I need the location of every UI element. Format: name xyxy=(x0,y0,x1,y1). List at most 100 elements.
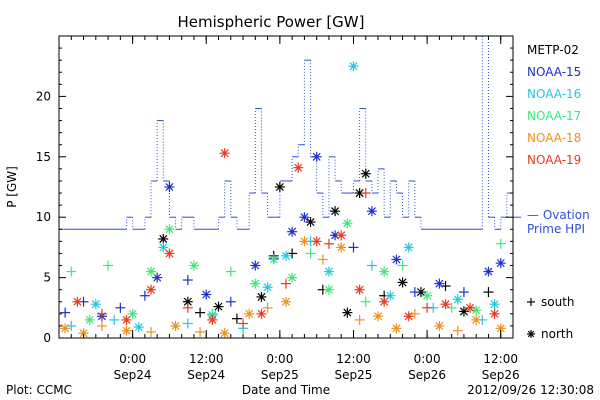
marker-legend-symbol xyxy=(527,298,535,306)
data-point-noaa-15 xyxy=(483,266,494,277)
marker-stroke xyxy=(122,326,131,335)
marker-stroke xyxy=(337,231,346,240)
ovation-legend-line1: — Ovation xyxy=(527,208,590,222)
marker-stroke xyxy=(423,291,432,300)
marker-stroke xyxy=(288,227,297,236)
data-point-metp-02 xyxy=(483,287,494,298)
data-point-noaa-19 xyxy=(403,311,414,322)
chart-title: Hemispheric Power [GW] xyxy=(178,13,365,31)
data-point-noaa-19 xyxy=(207,314,218,325)
marker-stroke xyxy=(73,297,82,306)
data-points-layer xyxy=(60,61,506,339)
marker-stroke xyxy=(490,300,499,309)
data-point-noaa-15 xyxy=(311,151,322,162)
data-point-noaa-19 xyxy=(336,230,347,241)
marker-stroke xyxy=(355,285,364,294)
marker-stroke xyxy=(361,169,370,178)
marker-stroke xyxy=(367,207,376,216)
marker-stroke xyxy=(404,243,413,252)
marker-stroke xyxy=(220,149,229,158)
marker-stroke xyxy=(91,300,100,309)
marker-stroke xyxy=(472,315,481,324)
data-point-noaa-19 xyxy=(164,248,175,259)
x-tick-label: 12:00 xyxy=(483,352,518,366)
data-point-metp-02 xyxy=(256,291,267,302)
marker-stroke xyxy=(324,267,333,276)
marker-stroke xyxy=(386,291,395,300)
marker-stroke xyxy=(398,278,407,287)
data-point-noaa-17 xyxy=(225,266,236,277)
data-point-noaa-18 xyxy=(219,328,230,339)
data-point-noaa-16 xyxy=(109,314,120,325)
marker-stroke xyxy=(472,306,481,315)
x-tick-date-label: Sep24 xyxy=(114,368,152,382)
y-axis-label: P [GW] xyxy=(5,166,19,208)
data-point-noaa-16 xyxy=(385,290,396,301)
marker-stroke xyxy=(171,321,180,330)
data-point-noaa-15 xyxy=(225,296,236,307)
data-point-noaa-16 xyxy=(366,260,377,271)
data-point-noaa-18 xyxy=(281,296,291,307)
x-tick-label: 0:00 xyxy=(414,352,441,366)
data-point-noaa-17 xyxy=(268,254,279,265)
data-point-noaa-18 xyxy=(170,320,181,331)
marker-stroke xyxy=(337,243,346,252)
marker-stroke xyxy=(294,163,303,172)
legend-item-noaa-15: NOAA-15 xyxy=(527,65,581,79)
marker-stroke xyxy=(435,321,444,330)
data-point-noaa-17 xyxy=(342,218,353,229)
data-point-metp-02 xyxy=(231,313,242,324)
marker-stroke xyxy=(324,285,333,294)
data-point-noaa-19 xyxy=(146,284,157,295)
marker-stroke xyxy=(281,251,291,260)
data-point-noaa-17 xyxy=(188,260,199,271)
data-point-noaa-19 xyxy=(96,308,107,319)
marker-stroke xyxy=(159,243,168,252)
marker-stroke xyxy=(208,315,217,324)
x-tick-label: 12:00 xyxy=(189,352,224,366)
data-point-noaa-15 xyxy=(182,275,193,286)
marker-stroke xyxy=(281,297,291,306)
marker-stroke xyxy=(343,308,352,317)
data-point-noaa-17 xyxy=(287,272,298,283)
data-point-noaa-16 xyxy=(489,299,500,310)
marker-legend-label: south xyxy=(541,295,575,309)
data-point-noaa-17 xyxy=(103,260,114,271)
data-point-noaa-18 xyxy=(96,320,107,331)
marker-stroke xyxy=(527,330,535,338)
marker-stroke xyxy=(165,249,174,258)
marker-stroke xyxy=(416,288,425,297)
data-point-metp-02 xyxy=(213,301,224,312)
data-point-noaa-19 xyxy=(311,236,322,247)
y-tick-label: 0 xyxy=(43,331,51,345)
ovation-line-layer xyxy=(59,35,521,230)
legend-item-noaa-17: NOAA-17 xyxy=(527,109,581,123)
data-point-noaa-18 xyxy=(354,314,365,325)
data-point-metp-02 xyxy=(274,182,285,192)
marker-stroke xyxy=(349,62,358,71)
data-point-noaa-15 xyxy=(115,302,126,313)
marker-stroke xyxy=(300,237,309,246)
data-point-noaa-15 xyxy=(164,182,175,192)
marker-stroke xyxy=(374,312,383,321)
x-tick-date-label: Sep24 xyxy=(187,368,225,382)
marker-stroke xyxy=(122,315,131,324)
data-point-noaa-16 xyxy=(403,242,414,253)
data-point-metp-02 xyxy=(158,233,169,244)
data-point-noaa-19 xyxy=(465,302,476,313)
marker-stroke xyxy=(288,273,297,282)
x-tick-date-label: Sep25 xyxy=(335,368,373,382)
marker-stroke xyxy=(343,219,352,228)
data-point-noaa-17 xyxy=(495,238,506,249)
data-point-noaa-19 xyxy=(379,296,390,307)
data-point-noaa-16 xyxy=(262,282,273,293)
plot-credit: Plot: CCMC xyxy=(6,383,72,397)
x-tick-label: 0:00 xyxy=(266,352,293,366)
marker-stroke xyxy=(484,267,493,276)
marker-stroke xyxy=(263,283,272,292)
marker-stroke xyxy=(251,279,260,288)
data-point-metp-02 xyxy=(195,307,206,318)
x-tick-date-label: Sep25 xyxy=(261,368,299,382)
data-point-noaa-16 xyxy=(281,250,291,261)
marker-stroke xyxy=(300,213,309,222)
